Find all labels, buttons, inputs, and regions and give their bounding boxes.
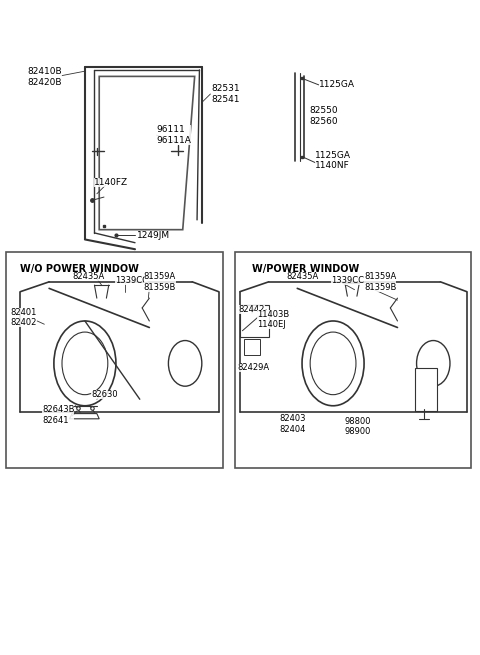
- Text: 82429A: 82429A: [238, 364, 270, 373]
- Text: W/POWER WINDOW: W/POWER WINDOW: [252, 263, 359, 274]
- FancyBboxPatch shape: [240, 305, 269, 337]
- Text: 98800
98900: 98800 98900: [344, 417, 371, 436]
- Text: 81359A
81359B: 81359A 81359B: [144, 272, 176, 291]
- Text: W/O POWER WINDOW: W/O POWER WINDOW: [21, 263, 139, 274]
- Text: 82435A: 82435A: [72, 272, 104, 281]
- Text: 1140FZ: 1140FZ: [95, 178, 129, 187]
- FancyBboxPatch shape: [235, 252, 471, 468]
- FancyBboxPatch shape: [415, 368, 437, 411]
- Text: 96111
96111A: 96111 96111A: [156, 125, 192, 145]
- FancyBboxPatch shape: [244, 339, 260, 355]
- Text: 82550
82560: 82550 82560: [309, 107, 338, 126]
- Text: 1249JM: 1249JM: [137, 231, 170, 240]
- Text: 1125GA
1140NF: 1125GA 1140NF: [315, 151, 351, 170]
- Text: 82401
82402: 82401 82402: [10, 308, 36, 328]
- Text: 82403
82404: 82403 82404: [280, 415, 306, 434]
- Text: 1339CC: 1339CC: [331, 276, 364, 285]
- Text: 1125GA: 1125GA: [319, 81, 355, 89]
- Text: 82643B
82641: 82643B 82641: [42, 405, 74, 424]
- Text: 82442: 82442: [239, 305, 265, 314]
- Text: 82435A: 82435A: [287, 272, 319, 281]
- Text: 11403B
1140EJ: 11403B 1140EJ: [257, 310, 289, 329]
- Text: 82410B
82420B: 82410B 82420B: [28, 67, 62, 86]
- Text: 1339CC: 1339CC: [115, 276, 148, 285]
- Text: 82630: 82630: [91, 390, 118, 398]
- Text: 81359A
81359B: 81359A 81359B: [364, 272, 396, 291]
- FancyBboxPatch shape: [6, 252, 223, 468]
- Text: 82531
82541: 82531 82541: [211, 84, 240, 103]
